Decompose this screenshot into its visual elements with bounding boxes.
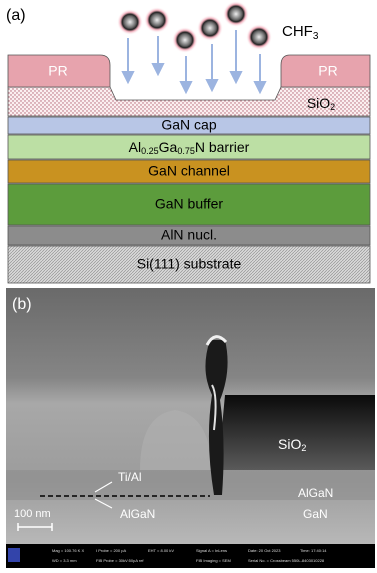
pr-label: PR <box>318 63 337 79</box>
layer-label: GaN channel <box>148 163 230 179</box>
text: FIB Imaging = SEM <box>196 558 231 563</box>
panel-b: (b) SiO2 Ti/Al AlGaN AlGaN GaN 100 nm Ma… <box>6 288 375 568</box>
text: N barrier <box>195 139 250 155</box>
text: CHF <box>282 23 313 40</box>
text: SiO <box>307 95 330 111</box>
etchant-label: CHF3 <box>282 23 319 42</box>
text: FIB Probe = 30kV:50pA ref <box>96 558 144 563</box>
layer-label: GaN buffer <box>155 196 224 212</box>
text: Al <box>129 139 141 155</box>
text: 2 <box>330 102 335 112</box>
scale-label: 100 nm <box>14 508 51 520</box>
text: SiO <box>278 436 301 452</box>
text: Time: 17:40:14 <box>300 548 327 553</box>
layer-label: AlN nucl. <box>161 227 217 243</box>
panel-a: (a) CHF3 PR PR SiO2 GaN cap Al0.25Ga0.75… <box>6 1 370 283</box>
layer-label: Si(111) substrate <box>137 256 242 272</box>
figure: (a) CHF3 PR PR SiO2 GaN cap Al0.25Ga0.75… <box>0 0 377 568</box>
text: 0.75 <box>177 146 195 156</box>
text: 3 <box>313 31 319 42</box>
metal-label: Ti/Al <box>118 470 142 484</box>
text: I Probe = 200 pA <box>96 548 126 553</box>
text: WD = 3.3 mm <box>52 558 77 563</box>
interface-label: AlGaN <box>120 507 155 521</box>
text: Mag = 100.76 K X <box>52 548 84 553</box>
panel-label: (a) <box>6 7 26 24</box>
text: Serial No. = Crossbeam 550L-8403010228 <box>248 558 325 563</box>
text: EHT = 8.00 kV <box>148 548 174 553</box>
text: Signal A = InLens <box>196 548 227 553</box>
sio2-region <box>218 395 375 470</box>
text: 0.25 <box>141 146 159 156</box>
gan-label: GaN <box>303 507 328 521</box>
algan-label: AlGaN <box>298 486 333 500</box>
pr-label: PR <box>48 63 67 79</box>
text: Ga <box>159 139 178 155</box>
ions <box>117 1 272 53</box>
layer-label: GaN cap <box>161 117 216 133</box>
text: 2 <box>301 443 306 453</box>
text: Date: 20 Oct 2023 <box>248 548 281 553</box>
panel-label: (b) <box>12 296 32 313</box>
